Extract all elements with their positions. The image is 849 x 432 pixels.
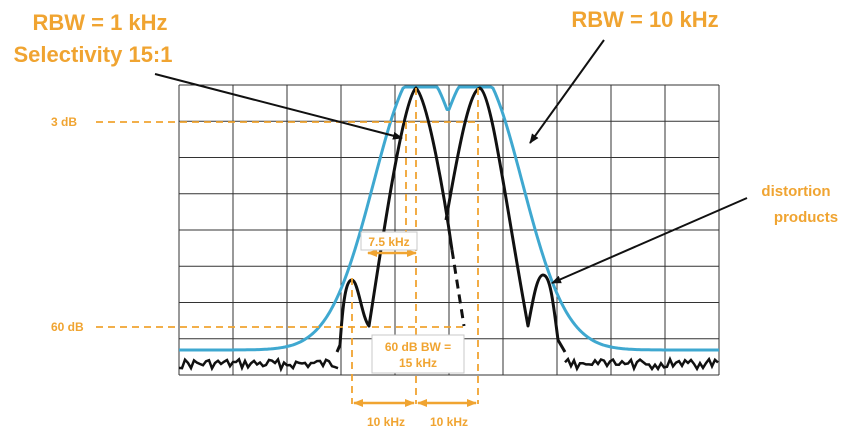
level-60db-label: 60 dB xyxy=(51,320,84,334)
spacing-left-label: 10 kHz xyxy=(367,415,405,429)
noise-floor-left xyxy=(178,356,339,373)
rbw-1khz-title: RBW = 1 kHz xyxy=(32,10,167,35)
rbw-1khz-trace-dashed xyxy=(450,249,466,327)
noise-floor-right xyxy=(564,356,719,372)
spacing-right-label: 10 kHz xyxy=(430,415,468,429)
distortion-label-line1: distortion xyxy=(761,183,830,200)
bw-60db-label-line2: 15 kHz xyxy=(399,356,437,370)
rbw-10khz-trace xyxy=(179,85,719,352)
bw-3db-label-box xyxy=(360,231,418,251)
distortion-pointer xyxy=(551,197,748,284)
rbw-10khz-pointer xyxy=(529,39,605,144)
rbw-1khz-pointer xyxy=(154,73,403,140)
level-3db-label: 3 dB xyxy=(51,115,77,129)
rbw-10khz-title: RBW = 10 kHz xyxy=(571,7,718,32)
distortion-label-line2: products xyxy=(774,209,838,226)
bw-60db-label-box xyxy=(371,334,465,374)
bw-3db-label: 7.5 kHz xyxy=(368,235,409,249)
selectivity-title: Selectivity 15:1 xyxy=(14,42,173,67)
bw-60db-label-line1: 60 dB BW = xyxy=(385,340,451,354)
rbw-1khz-trace xyxy=(335,86,567,353)
